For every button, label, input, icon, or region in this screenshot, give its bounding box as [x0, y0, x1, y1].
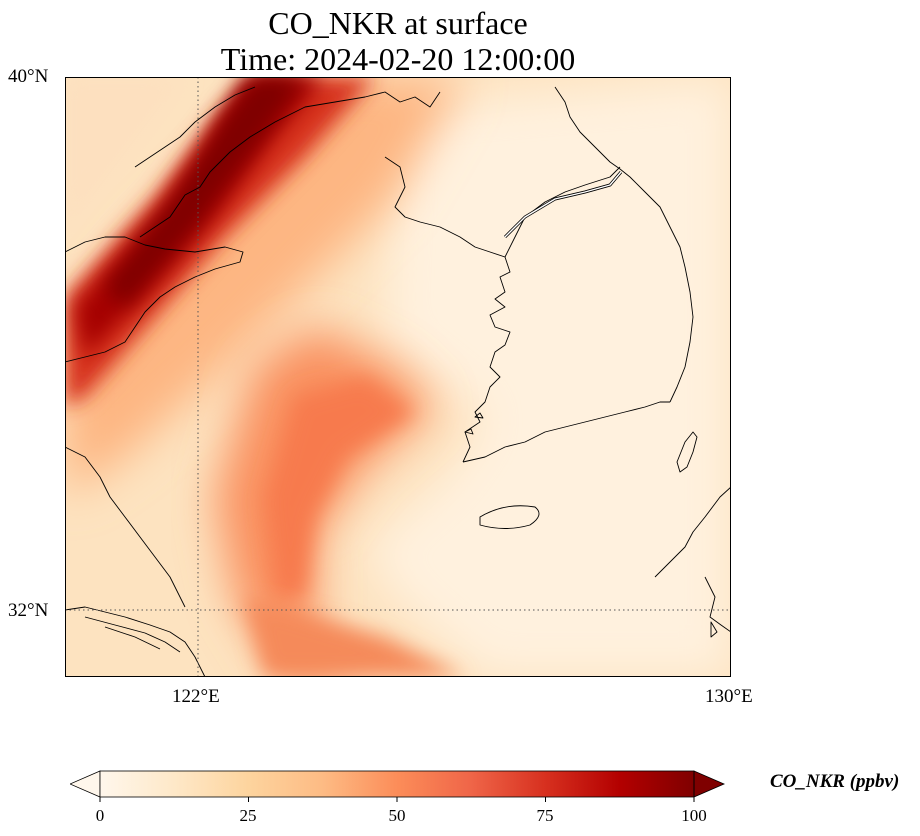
colorbar [70, 770, 726, 802]
gridlines [65, 77, 731, 677]
colorbar-tick-75: 75 [536, 806, 554, 825]
lat-label-32n: 32°N [8, 600, 49, 621]
lon-label-130e: 130°E [705, 686, 753, 707]
coastlines [65, 86, 731, 677]
concentration-field [65, 77, 731, 677]
colorbar-tick-0: 0 [95, 806, 105, 825]
lon-label-122e: 122°E [172, 686, 220, 707]
map-time-subtitle: Time: 2024-02-20 12:00:00 [220, 41, 576, 77]
colorbar-tick-50: 50 [388, 806, 406, 825]
colorbar-extend-low [70, 770, 101, 798]
colorbar-tick-100: 100 [681, 806, 707, 825]
concentration-map [65, 77, 731, 677]
map-title: CO_NKR at surface [268, 5, 528, 41]
colorbar-tick-25: 25 [239, 806, 257, 825]
colorbar-gradient [100, 771, 694, 797]
colorbar-label: CO_NKR (ppbv) [770, 771, 900, 792]
lat-label-40n: 40°N [8, 66, 49, 87]
colorbar-extend-high [693, 770, 726, 798]
map-border [65, 77, 731, 677]
